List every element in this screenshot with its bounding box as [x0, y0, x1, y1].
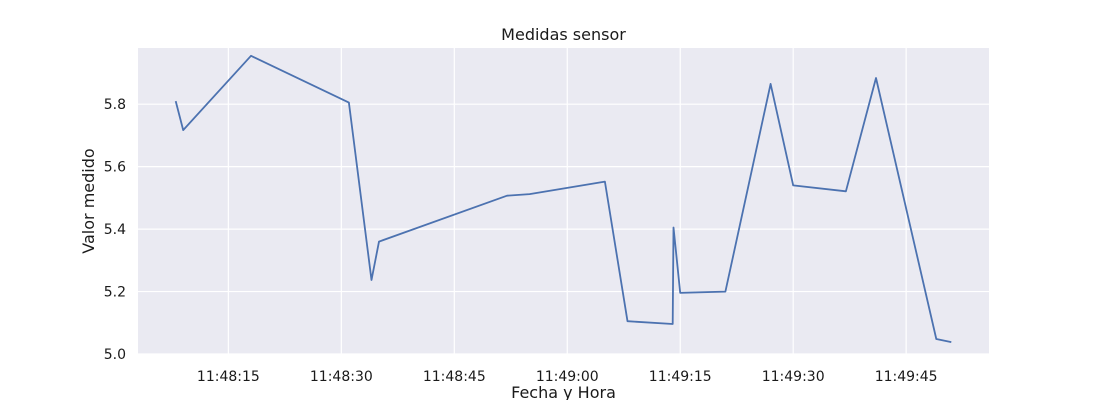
y-tick-label: 5.2 — [104, 285, 126, 301]
y-axis-label: Valor medido — [79, 148, 98, 253]
y-tick-label: 5.8 — [104, 97, 126, 113]
x-axis-label: Fecha y Hora — [511, 383, 616, 400]
x-tick-label: 11:48:15 — [197, 369, 260, 385]
grid-lines — [138, 48, 989, 355]
y-tick-label: 5.4 — [104, 222, 126, 238]
series-layer — [174, 54, 952, 343]
y-tick-label: 5.6 — [104, 160, 126, 176]
plot-area — [138, 48, 989, 354]
x-tick-label: 11:49:45 — [875, 369, 938, 385]
x-tick-label: 11:49:30 — [762, 369, 825, 385]
x-tick-label: 11:49:00 — [536, 369, 599, 385]
y-tick-label: 5.0 — [104, 347, 126, 363]
x-tick-label: 11:48:30 — [310, 369, 373, 385]
x-tick-label: 11:48:45 — [423, 369, 486, 385]
chart-title: Medidas sensor — [501, 25, 626, 44]
tick-labels: 11:48:15 11:48:30 11:48:45 11:49:00 11:49:15… — [104, 97, 938, 385]
series-line — [174, 54, 952, 343]
x-tick-label: 11:49:15 — [649, 369, 712, 385]
